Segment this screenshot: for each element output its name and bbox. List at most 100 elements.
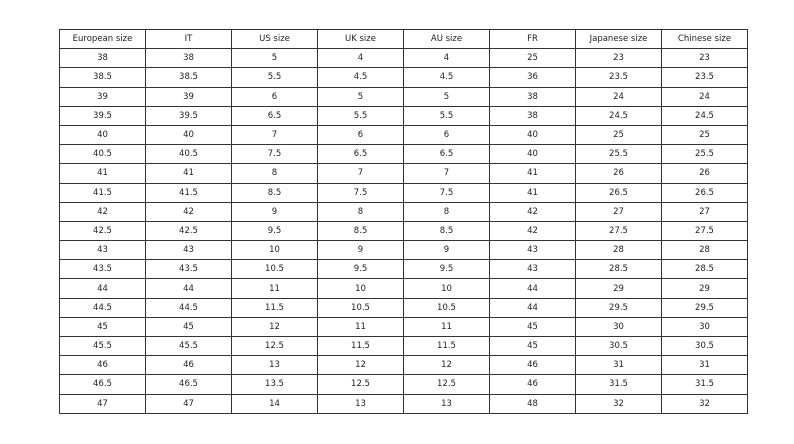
table-cell: 38 bbox=[59, 48, 146, 69]
table-row: 41.5 41.5 8.5 7.5 7.5 41 26.5 26.5 bbox=[59, 182, 748, 203]
table-cell: 44.5 bbox=[59, 297, 146, 318]
table-cell: 45 bbox=[489, 316, 576, 338]
table-cell: 45 bbox=[59, 316, 146, 338]
table-cell: 42 bbox=[489, 201, 576, 222]
table-cell: 14 bbox=[231, 393, 318, 414]
table-cell: 5.5 bbox=[403, 105, 490, 126]
table-cell: 40 bbox=[489, 124, 576, 146]
table-cell: 24 bbox=[575, 86, 662, 107]
table-cell: 9 bbox=[231, 201, 318, 222]
table-cell: 8.5 bbox=[403, 220, 490, 242]
table-row: 42 42 9 8 8 42 27 27 bbox=[59, 201, 748, 222]
table-cell: 5.5 bbox=[231, 67, 318, 88]
table-cell: 5 bbox=[231, 48, 318, 69]
table-cell: 42.5 bbox=[145, 220, 232, 242]
table-row: 46 46 13 12 12 46 31 31 bbox=[59, 355, 748, 376]
table-cell: 38 bbox=[489, 105, 576, 126]
table-cell: 31.5 bbox=[661, 374, 748, 395]
table-cell: 24 bbox=[661, 86, 748, 107]
table-cell: 39.5 bbox=[59, 105, 146, 126]
table-row: 42.5 42.5 9.5 8.5 8.5 42 27.5 27.5 bbox=[59, 220, 748, 242]
table-cell: 10.5 bbox=[403, 297, 490, 318]
table-cell: 43 bbox=[59, 240, 146, 261]
table-cell: 29 bbox=[575, 278, 662, 299]
table-cell: 44 bbox=[59, 278, 146, 299]
table-cell: 8 bbox=[231, 163, 318, 184]
table-cell: 26.5 bbox=[575, 182, 662, 203]
table-cell: 28 bbox=[661, 240, 748, 261]
table-cell: 9.5 bbox=[317, 259, 404, 280]
table-cell: 11 bbox=[317, 316, 404, 338]
table-cell: 43 bbox=[489, 259, 576, 280]
table-cell: 7 bbox=[231, 124, 318, 146]
table-cell: 41 bbox=[145, 163, 232, 184]
table-cell: 25.5 bbox=[661, 144, 748, 165]
table-cell: 40 bbox=[145, 124, 232, 146]
table-cell: 11.5 bbox=[403, 335, 490, 357]
table-cell: 4.5 bbox=[403, 67, 490, 88]
table-cell: 39 bbox=[59, 86, 146, 107]
table-cell: 12.5 bbox=[231, 335, 318, 357]
column-header: Chinese size bbox=[661, 28, 748, 50]
column-header: AU size bbox=[403, 28, 490, 50]
table-cell: 10 bbox=[403, 278, 490, 299]
table-cell: 43 bbox=[489, 240, 576, 261]
table-cell: 32 bbox=[575, 393, 662, 414]
column-header: US size bbox=[231, 28, 318, 50]
column-header: FR bbox=[489, 28, 576, 50]
table-cell: 46 bbox=[489, 355, 576, 376]
table-cell: 23.5 bbox=[661, 67, 748, 88]
table-cell: 13 bbox=[317, 393, 404, 414]
table-cell: 40 bbox=[59, 124, 146, 146]
table-row: 47 47 14 13 13 48 32 32 bbox=[59, 393, 748, 414]
table-cell: 26 bbox=[661, 163, 748, 184]
table-cell: 4 bbox=[317, 48, 404, 69]
table-cell: 23 bbox=[575, 48, 662, 69]
table-cell: 25 bbox=[489, 48, 576, 69]
table-cell: 41 bbox=[489, 182, 576, 203]
table-cell: 8.5 bbox=[317, 220, 404, 242]
header-row: European size IT US size UK size AU size FR Ja… bbox=[59, 28, 748, 50]
table-cell: 7.5 bbox=[317, 182, 404, 203]
table-row: 41 41 8 7 7 41 26 26 bbox=[59, 163, 748, 184]
table-cell: 27.5 bbox=[661, 220, 748, 242]
table-cell: 7 bbox=[403, 163, 490, 184]
table-cell: 6 bbox=[231, 86, 318, 107]
table-cell: 26.5 bbox=[661, 182, 748, 203]
table-cell: 12 bbox=[403, 355, 490, 376]
table-cell: 9.5 bbox=[231, 220, 318, 242]
table-cell: 42 bbox=[145, 201, 232, 222]
table-cell: 13 bbox=[231, 355, 318, 376]
table-cell: 11.5 bbox=[231, 297, 318, 318]
table-cell: 13.5 bbox=[231, 374, 318, 395]
table-cell: 5 bbox=[317, 86, 404, 107]
table-cell: 9 bbox=[317, 240, 404, 261]
table-cell: 32 bbox=[661, 393, 748, 414]
table-cell: 45 bbox=[145, 316, 232, 338]
table-cell: 10.5 bbox=[317, 297, 404, 318]
table-cell: 43.5 bbox=[59, 259, 146, 280]
table-cell: 46 bbox=[59, 355, 146, 376]
table-cell: 45.5 bbox=[145, 335, 232, 357]
table-cell: 29 bbox=[661, 278, 748, 299]
table-cell: 40.5 bbox=[145, 144, 232, 165]
table-cell: 30 bbox=[575, 316, 662, 338]
table-cell: 47 bbox=[59, 393, 146, 414]
table-cell: 38 bbox=[489, 86, 576, 107]
table-cell: 44 bbox=[489, 297, 576, 318]
table-cell: 28.5 bbox=[575, 259, 662, 280]
table-cell: 28.5 bbox=[661, 259, 748, 280]
table-row: 44 44 11 10 10 44 29 29 bbox=[59, 278, 748, 299]
table-cell: 6.5 bbox=[317, 144, 404, 165]
table-cell: 30.5 bbox=[575, 335, 662, 357]
table-row: 45.5 45.5 12.5 11.5 11.5 45 30.5 30.5 bbox=[59, 335, 748, 357]
column-header: UK size bbox=[317, 28, 404, 50]
table-cell: 28 bbox=[575, 240, 662, 261]
column-header: European size bbox=[59, 28, 146, 50]
table-cell: 46.5 bbox=[59, 374, 146, 395]
table-cell: 23 bbox=[661, 48, 748, 69]
table-cell: 27.5 bbox=[575, 220, 662, 242]
table-cell: 9.5 bbox=[403, 259, 490, 280]
table-cell: 41 bbox=[489, 163, 576, 184]
table-cell: 23.5 bbox=[575, 67, 662, 88]
